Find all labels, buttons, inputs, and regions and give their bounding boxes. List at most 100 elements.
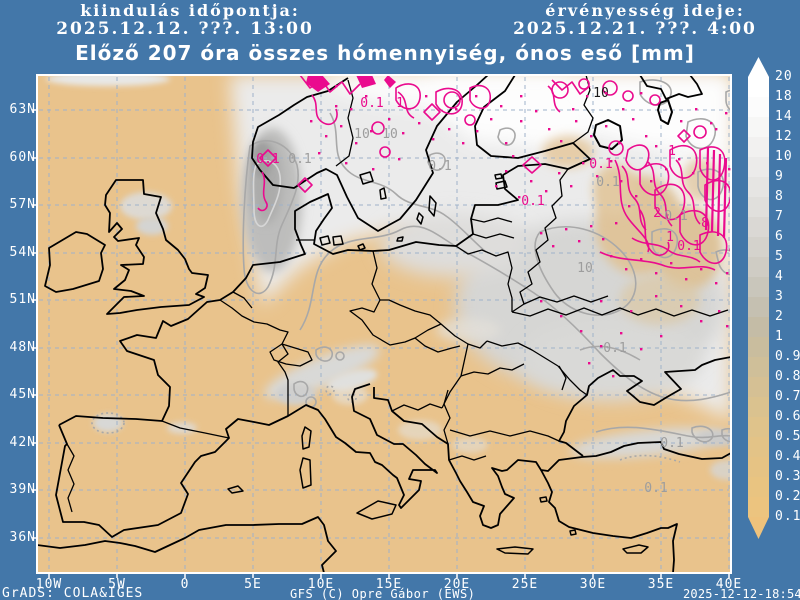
colorbar-segment [748,217,769,237]
contour-label: 10 [577,261,593,276]
y-tick-label: 51N [9,292,36,307]
freezing-rain-speckle [572,108,575,111]
freezing-rain-speckle [680,305,683,308]
freezing-rain-speckle [724,186,727,189]
freezing-rain-speckle [706,162,709,165]
freezing-rain-speckle [490,118,493,121]
freezing-rain-speckle [726,325,729,328]
colorbar-segment [748,477,769,497]
colorbar-label: 0.4 [775,449,800,464]
colorbar-label: 0.3 [775,469,800,484]
colorbar-label: 0.6 [775,409,800,424]
freezing-rain-speckle [695,108,698,111]
colorbar-segment [748,297,769,317]
colorbar-label: 0.2 [775,489,800,504]
colorbar-segment [748,157,769,177]
freezing-rain-speckle [700,268,703,271]
freezing-rain-speckle [596,175,599,178]
freezing-rain-speckle [586,95,589,98]
x-tick-label: 35E [647,577,675,592]
y-tick-label: 42N [9,435,36,450]
contour-label: 0.1 [360,96,383,111]
freezing-rain-speckle [340,125,343,128]
colorbar-segment [748,277,769,297]
x-tick-label: 10E [307,577,335,592]
freezing-rain-speckle [640,348,643,351]
freezing-rain-speckle [590,135,593,138]
contour-label: 0.1 [589,157,612,172]
freezing-rain-speckle [372,168,375,171]
y-tick-label: 63N [9,102,36,117]
colorbar-legend: 20 18 14 12 10 9 8 7 6 5 4 3 2 1 0.9 0.8 0.7 0.6 0.5 0.4 0.3… [746,55,800,555]
colorbar-label: 2 [775,309,784,324]
freezing-rain-speckle [590,225,593,228]
freezing-rain-speckle [630,310,633,313]
freezing-rain-speckle [540,300,543,303]
freezing-rain-speckle [425,95,428,98]
freezing-rain-speckle [625,268,628,271]
freezing-rain-speckle [692,172,695,175]
freezing-rain-speckle [726,272,729,275]
colorbar-segment [748,397,769,417]
freezing-rain-speckle [570,185,573,188]
colorbar-segment [748,257,769,277]
colorbar-segment [748,177,769,197]
colorbar-label: 14 [775,109,793,124]
freezing-rain-speckle [580,330,583,333]
x-tick-label: 0 [180,577,190,592]
colorbar-label: 0.5 [775,429,800,444]
colorbar-segment [748,357,769,377]
freezing-rain-speckle [645,135,648,138]
contour-label: 10 [382,127,398,142]
freezing-rain-speckle [462,142,465,145]
colorbar-label: 18 [775,89,793,104]
freezing-rain-speckle [655,145,658,148]
y-tick-label: 57N [9,197,36,212]
colorbar-label: 5 [775,249,784,264]
colorbar-label: 12 [775,129,793,144]
freezing-rain-speckle [345,162,348,165]
freezing-rain-speckle [610,255,613,258]
freezing-rain-speckle [505,142,508,145]
freezing-rain-speckle [448,128,451,131]
x-tick-label: 20E [443,577,471,592]
freezing-rain-speckle [418,122,421,125]
colorbar-segment [748,337,769,357]
contour-label: 0.1 [288,152,311,167]
colorbar-arrow-top [748,57,769,77]
colorbar-label: 4 [775,269,784,284]
colorbar-segment [748,437,769,457]
freezing-rain-speckle [602,238,605,241]
x-tick-label: 25E [511,577,539,592]
freezing-rain-speckle [700,320,703,323]
freezing-rain-speckle [640,92,643,95]
freezing-rain-speckle [388,118,391,121]
y-tick-label: 45N [9,387,36,402]
colorbar-segment [748,497,769,517]
freezing-rain-speckle [640,258,643,261]
colorbar-label: 0.8 [775,369,800,384]
freezing-rain-speckle [725,112,728,115]
freezing-rain-speckle [530,180,533,183]
contour-label: 8 [701,216,709,231]
freezing-rain-speckle [476,130,479,133]
freezing-rain-speckle [728,168,731,171]
freezing-rain-speckle [455,108,458,111]
freezing-rain-speckle [325,135,328,138]
contour-label: 0.1 [596,175,619,190]
freezing-rain-speckle [612,375,615,378]
freezing-rain-speckle [548,128,551,131]
freezing-rain-speckle [310,120,313,123]
x-tick-label: 30E [579,577,607,592]
map-title: Előző 207 óra összes hómennyiség, ónos e… [75,41,695,65]
y-tick-label: 39N [9,482,36,497]
x-tick-label: 5W [108,577,126,592]
start-time-value: 2025.12.12. ???. 13:00 [56,19,314,39]
colorbar-label: 0.9 [775,349,800,364]
country-borders [66,75,729,513]
colorbar-segment [748,237,769,257]
colorbar-segment [748,317,769,337]
freezing-rain-speckle [715,282,718,285]
contour-label: 0.1 [521,194,544,209]
freezing-rain-speckle [632,118,635,121]
